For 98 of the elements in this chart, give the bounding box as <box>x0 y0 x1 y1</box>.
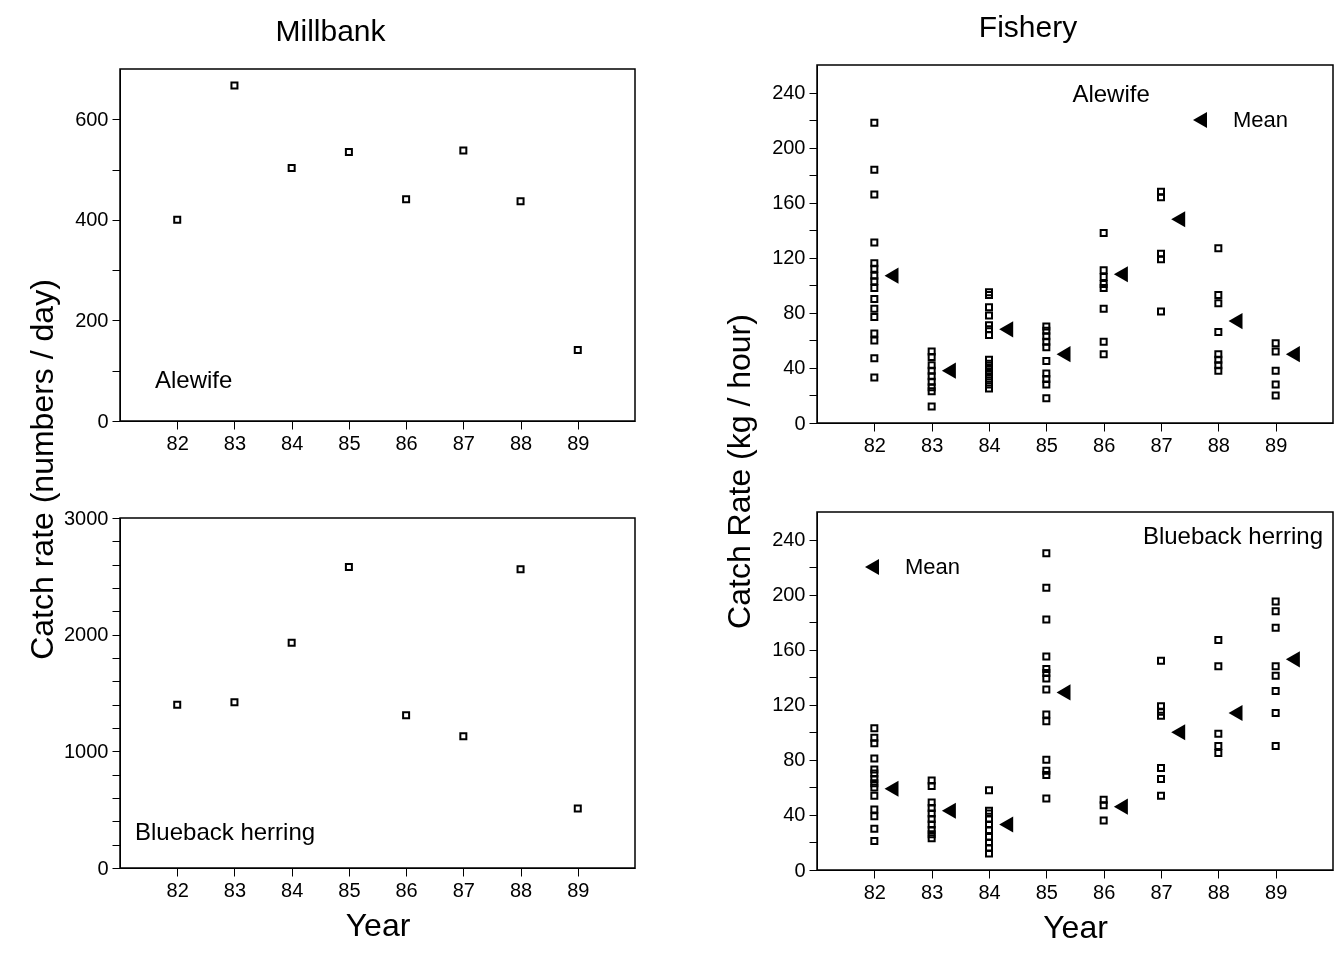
point <box>1171 724 1186 741</box>
point <box>1285 651 1300 668</box>
x-tick-label: 85 <box>338 431 361 454</box>
point <box>1113 798 1128 815</box>
chart-title: Fishery <box>978 10 1078 43</box>
x-tick-label: 83 <box>921 433 944 456</box>
x-tick-label: 88 <box>509 878 533 901</box>
x-tick-label: 89 <box>567 878 590 901</box>
y-tick-label: 240 <box>772 528 806 551</box>
point <box>999 816 1014 833</box>
y-tick-label: 1000 <box>64 739 109 762</box>
x-tick-label: 85 <box>1035 880 1058 903</box>
x-tick-label: 83 <box>223 431 247 454</box>
y-tick-label: 80 <box>783 301 806 324</box>
point <box>941 362 956 379</box>
x-tick-label: 82 <box>166 878 189 901</box>
y-tick-label: 120 <box>772 693 806 716</box>
x-tick-label: 89 <box>1265 433 1288 456</box>
y-tick-label: 0 <box>794 411 806 434</box>
point <box>344 563 353 571</box>
point <box>516 197 525 206</box>
y-tick-label: 200 <box>772 136 806 159</box>
x-tick-label: 85 <box>338 878 361 901</box>
y-tick-label: 80 <box>783 748 806 771</box>
x-tick-label: 88 <box>1207 433 1230 456</box>
point <box>173 700 182 709</box>
point <box>573 346 582 355</box>
point <box>573 804 582 813</box>
x-tick-label: 83 <box>921 880 944 903</box>
point <box>402 195 411 204</box>
point <box>344 147 353 156</box>
x-tick-label: 84 <box>978 880 1001 903</box>
point <box>941 802 956 819</box>
y-tick-label: 40 <box>783 803 806 826</box>
y-tick-label: 40 <box>783 356 806 379</box>
point <box>1285 346 1300 363</box>
x-tick-label: 89 <box>1265 880 1288 903</box>
point <box>287 638 296 647</box>
x-tick-label: 88 <box>1207 880 1230 903</box>
y-tick-label: 200 <box>75 308 109 331</box>
point <box>459 146 468 155</box>
x-tick-label: 87 <box>452 431 475 454</box>
point <box>884 267 899 284</box>
point <box>516 565 525 574</box>
x-tick-label: 83 <box>223 878 247 901</box>
x-tick-label: 84 <box>978 433 1001 456</box>
y-axis-title: Catch Rate (kg / hour) <box>720 314 757 629</box>
x-axis-title: Year <box>345 906 411 943</box>
x-tick-label: 82 <box>166 431 189 454</box>
y-tick-label: 400 <box>75 208 109 231</box>
point <box>173 215 182 224</box>
x-tick-label: 84 <box>281 431 304 454</box>
x-tick-label: 86 <box>1093 880 1116 903</box>
x-tick-label: 86 <box>395 878 418 901</box>
y-axis-title: Catch rate (numbers / day) <box>23 279 60 660</box>
x-tick-label: 88 <box>509 431 533 454</box>
x-tick-label: 82 <box>863 880 886 903</box>
y-tick-label: 0 <box>97 409 109 432</box>
y-tick-label: 160 <box>772 638 806 661</box>
point <box>1056 346 1071 363</box>
x-axis-title: Year <box>1043 908 1109 945</box>
point <box>1056 684 1071 701</box>
annotation: Blueback herring <box>1142 522 1323 549</box>
point <box>230 698 239 707</box>
point <box>230 81 239 90</box>
x-tick-label: 87 <box>1150 880 1173 903</box>
y-tick-label: 120 <box>772 246 806 269</box>
y-tick-label: 160 <box>772 191 806 214</box>
annotation: Blueback herring <box>135 818 316 845</box>
annotation: Alewife <box>1072 80 1150 107</box>
y-tick-label: 2000 <box>64 623 109 646</box>
point <box>1171 211 1186 228</box>
legend-label: Mean <box>1233 107 1289 132</box>
y-tick-label: 3000 <box>64 506 109 529</box>
y-tick-label: 0 <box>794 858 806 881</box>
point <box>1228 313 1243 330</box>
y-tick-label: 0 <box>97 856 109 879</box>
x-tick-label: 87 <box>1150 433 1173 456</box>
point <box>884 780 899 797</box>
x-tick-label: 89 <box>567 431 590 454</box>
point <box>459 732 468 741</box>
x-tick-label: 82 <box>863 433 886 456</box>
y-tick-label: 600 <box>75 107 109 130</box>
point <box>999 321 1014 338</box>
chart-title: Millbank <box>275 14 387 47</box>
point <box>402 711 411 720</box>
x-tick-label: 85 <box>1035 433 1058 456</box>
x-tick-label: 87 <box>452 878 475 901</box>
y-tick-label: 200 <box>772 583 806 606</box>
point <box>1228 704 1243 722</box>
point <box>1113 266 1128 283</box>
point <box>287 164 296 173</box>
y-tick-label: 240 <box>772 81 806 104</box>
legend-label: Mean <box>905 554 961 579</box>
x-tick-label: 84 <box>281 878 304 901</box>
annotation: Alewife <box>155 366 233 393</box>
x-tick-label: 86 <box>395 431 418 454</box>
x-tick-label: 86 <box>1093 433 1116 456</box>
